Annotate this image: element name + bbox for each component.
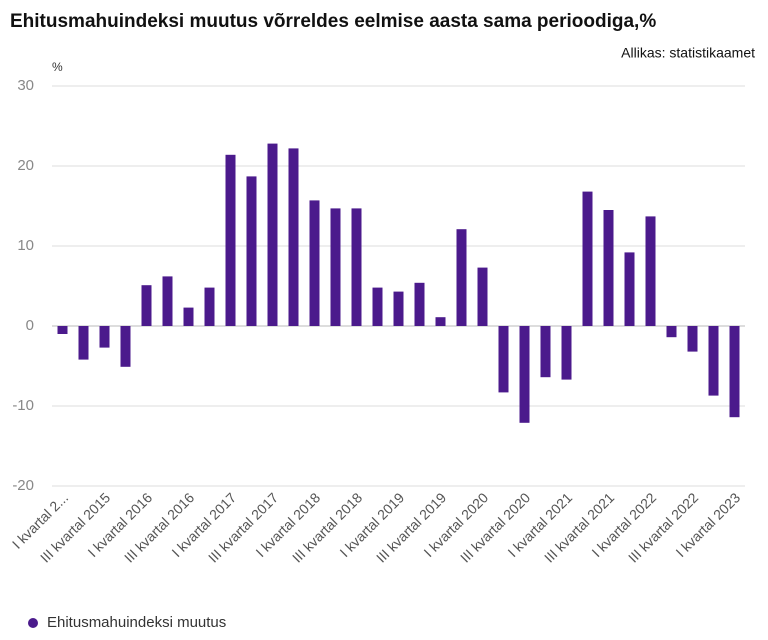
legend-swatch: [28, 618, 38, 628]
bar: [477, 267, 488, 326]
bar: [561, 326, 572, 380]
chart-title: Ehitusmahuindeksi muutus võrreldes eelmi…: [10, 11, 656, 32]
bar: [498, 326, 509, 393]
bar: [99, 326, 110, 348]
bar: [267, 143, 278, 326]
bar: [57, 326, 68, 334]
bar: [540, 326, 551, 378]
bar: [225, 154, 236, 326]
y-tick-label: 20: [17, 157, 34, 174]
bar: [582, 191, 593, 326]
y-tick-label: 30: [17, 77, 34, 94]
bar: [288, 148, 299, 326]
y-tick-label: 0: [26, 317, 34, 334]
bar: [309, 200, 320, 326]
bar: [120, 326, 131, 367]
bar: [729, 326, 740, 418]
bar: [204, 287, 215, 326]
bar: [645, 216, 656, 326]
bar: [414, 282, 425, 326]
bar: [666, 326, 677, 338]
y-tick-label: 10: [17, 237, 34, 254]
legend-label: Ehitusmahuindeksi muutus: [47, 614, 226, 631]
bar: [624, 252, 635, 326]
bar: [708, 326, 719, 396]
bar: [183, 307, 194, 326]
bar: [603, 210, 614, 326]
bar: [246, 176, 257, 326]
y-tick-label: -10: [12, 397, 34, 414]
bar: [141, 285, 152, 326]
bar: [687, 326, 698, 352]
bar: [435, 317, 446, 326]
bar: [456, 229, 467, 326]
bar: [372, 287, 383, 326]
bar: [78, 326, 89, 360]
bar: [330, 208, 341, 326]
bar: [393, 291, 404, 326]
bar: [162, 276, 173, 326]
bar: [351, 208, 362, 326]
source: Allikas: statistikaamet: [621, 45, 755, 61]
y-tick-label: -20: [12, 477, 34, 494]
bar: [519, 326, 530, 423]
y-unit: %: [52, 60, 63, 74]
